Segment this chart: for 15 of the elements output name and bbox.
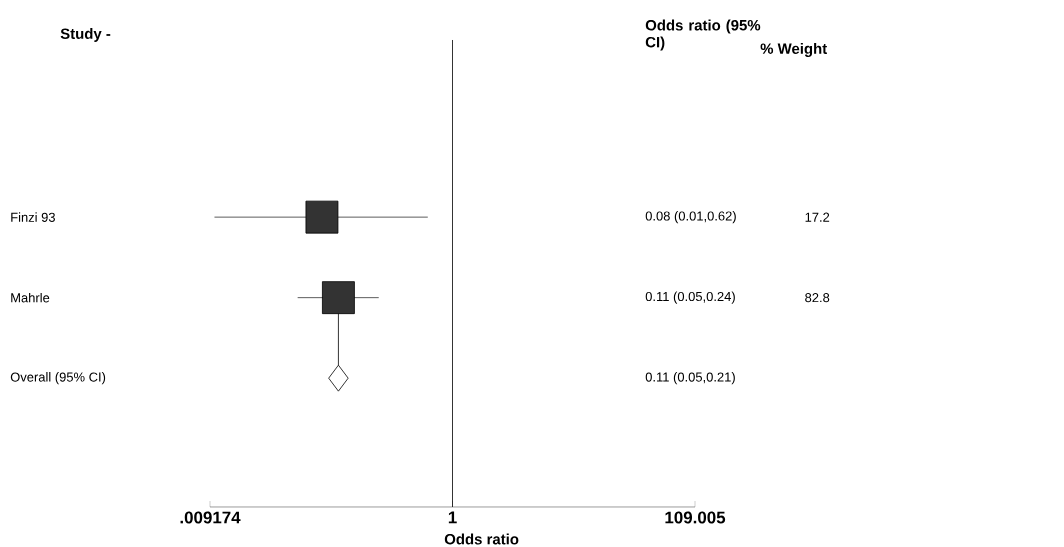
- text: 17.2: [805, 212, 830, 222]
- x-tick-label: 109.005: [665, 511, 726, 524]
- x-tick-label: 1: [448, 511, 457, 524]
- x-axis-title: Odds ratio: [444, 533, 519, 545]
- text: Study -: [60, 28, 111, 42]
- text: 0.11 (0.05,0.21): [645, 372, 735, 385]
- y-tick-label: Overall (95% CI): [10, 372, 106, 385]
- text: 0.08 (0.01,0.62): [645, 211, 736, 224]
- text: Odds ratio (95% CI): [645, 19, 761, 51]
- text: % Weight: [760, 42, 827, 57]
- text: 0.11 (0.05,0.24): [645, 291, 735, 304]
- y-tick-label: Mahrle: [11, 292, 50, 303]
- text: 82.8: [805, 293, 830, 303]
- x-tick-label: .009174: [180, 511, 241, 524]
- y-tick-label: Finzi 93: [11, 212, 55, 222]
